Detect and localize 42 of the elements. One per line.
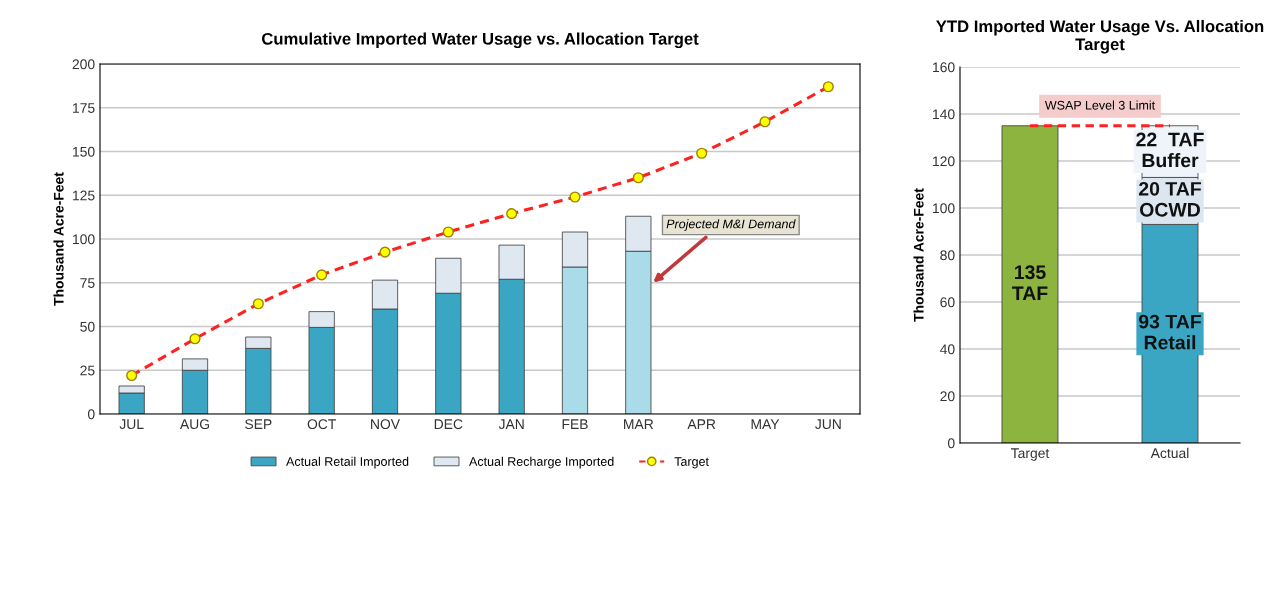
chart-title: YTD Imported Water Usage Vs. Allocation Target — [936, 19, 1264, 54]
x-tick-label: OCT — [307, 419, 337, 430]
x-tick-label: Actual — [1150, 447, 1189, 459]
y-tick-label: 60 — [940, 297, 955, 308]
y-tick-label: 80 — [940, 250, 955, 261]
legend-label: Target — [674, 457, 709, 469]
y-tick-label: 160 — [933, 62, 955, 73]
y-tick-label: 140 — [933, 109, 955, 120]
y-tick-label: 100 — [73, 234, 95, 245]
legend-label: Actual Recharge Imported — [469, 456, 614, 469]
y-tick-label: 200 — [72, 59, 95, 70]
y-tick-label: 120 — [933, 156, 955, 167]
y-tick-label: 0 — [87, 409, 95, 420]
y-tick-label: 175 — [73, 103, 95, 113]
x-tick-label: DEC — [434, 419, 463, 430]
y-tick-label: 150 — [73, 146, 95, 157]
x-tick-label: APR — [687, 419, 716, 429]
x-tick-label: JUL — [119, 419, 144, 430]
x-tick-label: JUN — [815, 419, 841, 430]
y-tick-label: 50 — [80, 321, 95, 332]
y-tick-label: 25 — [80, 365, 95, 376]
x-tick-label: FEB — [562, 419, 588, 429]
y-tick-label: 20 — [940, 391, 955, 402]
data-label: 135 TAF — [1012, 265, 1048, 300]
data-label: 93 TAF Retail — [1138, 314, 1201, 350]
legend-label: Actual Retail Imported — [286, 456, 409, 469]
y-axis-title: Thousand Acre-Feet — [913, 188, 924, 322]
y-tick-label: 75 — [80, 278, 95, 288]
annotation: Projected M&I Demand — [666, 219, 796, 231]
x-tick-label: AUG — [179, 419, 210, 430]
y-tick-label: 0 — [947, 438, 955, 449]
x-tick-label: SEP — [245, 419, 272, 430]
x-tick-label: JAN — [498, 419, 524, 430]
y-axis-title: Thousand Acre-Feet — [53, 172, 64, 306]
y-tick-label: 100 — [933, 203, 955, 214]
y-tick-label: 125 — [73, 190, 95, 201]
x-tick-label: NOV — [371, 419, 400, 430]
x-tick-label: MAR — [624, 419, 654, 429]
chart-title: Cumulative Imported Water Usage vs. Allocation Target — [261, 32, 699, 49]
x-tick-label: MAY — [751, 419, 780, 429]
ref-line-label: WSAP Level 3 Limit — [1044, 100, 1156, 110]
y-tick-label: 40 — [940, 344, 955, 355]
